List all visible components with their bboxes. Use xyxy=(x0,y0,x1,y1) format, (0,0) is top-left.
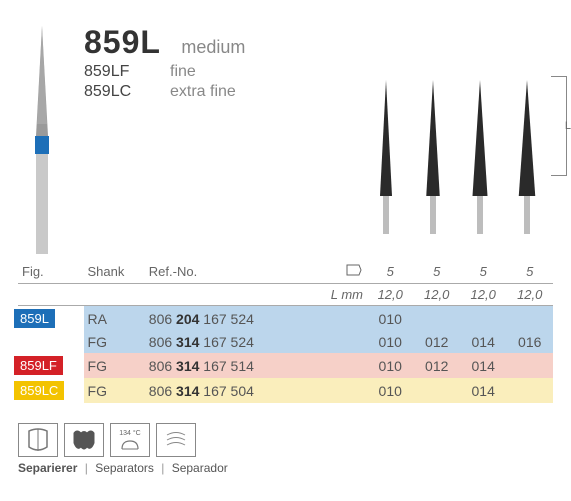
table-row: 859LF FG 806 314 167 514 010012014 xyxy=(18,353,553,378)
variant-code-1: 859LC xyxy=(84,83,154,101)
silhouette-1 xyxy=(411,76,455,234)
hdr-pack-icon xyxy=(324,260,367,284)
hdr-ref: Ref.-No. xyxy=(145,260,325,284)
shank-cell: FG xyxy=(84,353,145,378)
shank-cell: RA xyxy=(84,306,145,332)
ref-cell: 806 204 167 524 xyxy=(145,306,325,332)
main-bur-illustration xyxy=(18,24,66,254)
tooth-front-icon xyxy=(18,423,58,457)
silhouette-0 xyxy=(364,76,408,234)
lmm-3: 12,0 xyxy=(506,284,553,306)
tooth-molar-icon xyxy=(64,423,104,457)
size-cell xyxy=(506,353,553,378)
size-cell: 012 xyxy=(413,331,459,353)
table-row: 859L RA 806 204 167 524 010 xyxy=(18,306,553,332)
lmm-0: 12,0 xyxy=(367,284,413,306)
hdr-lmm: L mm xyxy=(324,284,367,306)
ref-cell: 806 314 167 524 xyxy=(145,331,325,353)
lmm-1: 12,0 xyxy=(413,284,459,306)
hdr-sz-3: 5 xyxy=(506,260,553,284)
hdr-fig: Fig. xyxy=(18,260,84,284)
footer-label-2: Separador xyxy=(172,461,228,475)
autoclave-icon: 134 °C xyxy=(110,423,150,457)
size-cell xyxy=(413,306,459,332)
size-cell: 010 xyxy=(367,353,413,378)
row-tag: 859LF xyxy=(14,356,63,375)
size-cell: 014 xyxy=(460,378,506,403)
size-cell: 014 xyxy=(460,331,506,353)
silhouette-2 xyxy=(458,76,502,234)
footer-labels: Separierer | Separators | Separador xyxy=(18,461,553,475)
variant-code-0: 859LF xyxy=(84,63,154,81)
shank-cell: FG xyxy=(84,331,145,353)
row-tag: 859L xyxy=(14,309,55,328)
hdr-shank: Shank xyxy=(84,260,145,284)
size-cell: 010 xyxy=(367,378,413,403)
variant-grade-0: fine xyxy=(170,63,196,81)
footer-icons: 134 °C xyxy=(18,423,553,457)
table-row: FG 806 314 167 524 010012014016 xyxy=(18,331,553,353)
hdr-sz-2: 5 xyxy=(460,260,506,284)
variant-grade-1: extra fine xyxy=(170,83,236,101)
spec-table: Fig. Shank Ref.-No. 5 5 5 5 L mm 12,0 12… xyxy=(18,260,553,403)
silhouette-3 xyxy=(505,76,549,234)
shank-cell: FG xyxy=(84,378,145,403)
main-grade: medium xyxy=(181,37,245,57)
size-cell xyxy=(460,306,506,332)
lmm-2: 12,0 xyxy=(460,284,506,306)
hdr-sz-0: 5 xyxy=(367,260,413,284)
waves-icon xyxy=(156,423,196,457)
size-cell xyxy=(506,378,553,403)
footer-label-1: Separators xyxy=(95,461,154,475)
size-cell xyxy=(506,306,553,332)
ref-cell: 806 314 167 504 xyxy=(145,378,325,403)
row-tag: 859LC xyxy=(14,381,64,400)
size-cell: 012 xyxy=(413,353,459,378)
length-label: L xyxy=(565,120,571,132)
autoclave-temp: 134 °C xyxy=(119,430,140,437)
size-cell: 010 xyxy=(367,331,413,353)
size-cell xyxy=(413,378,459,403)
footer-label-0: Separierer xyxy=(18,461,77,475)
ref-cell: 806 314 167 514 xyxy=(145,353,325,378)
table-row: 859LC FG 806 314 167 504 010014 xyxy=(18,378,553,403)
size-silhouettes xyxy=(364,76,549,234)
table-lmm-row: L mm 12,0 12,0 12,0 12,0 xyxy=(18,284,553,306)
hdr-sz-1: 5 xyxy=(413,260,459,284)
main-code: 859L xyxy=(84,24,161,60)
table-header-row: Fig. Shank Ref.-No. 5 5 5 5 xyxy=(18,260,553,284)
size-cell: 010 xyxy=(367,306,413,332)
size-cell: 014 xyxy=(460,353,506,378)
size-cell: 016 xyxy=(506,331,553,353)
